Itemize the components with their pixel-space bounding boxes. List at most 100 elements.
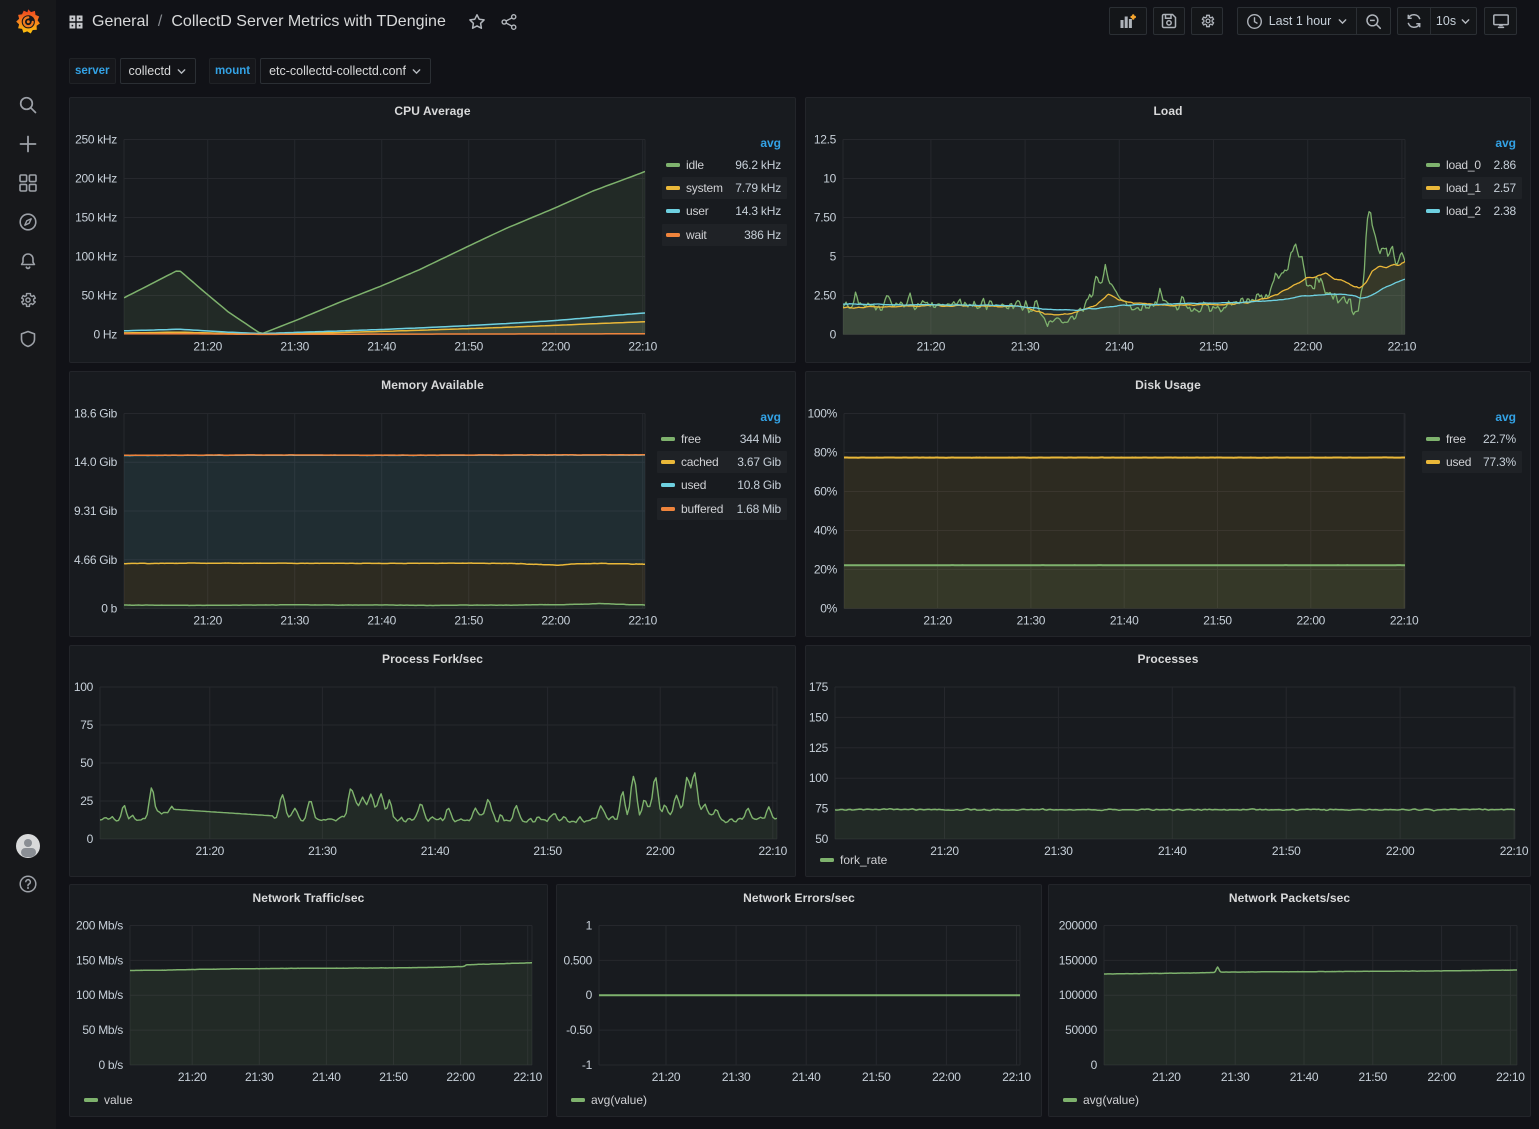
svg-text:21:40: 21:40 <box>792 1070 821 1084</box>
svg-text:21:40: 21:40 <box>1105 340 1134 354</box>
svg-text:2.50: 2.50 <box>814 289 837 303</box>
svg-text:7.50: 7.50 <box>814 211 837 225</box>
svg-text:0.500: 0.500 <box>563 953 592 967</box>
svg-text:22:00: 22:00 <box>541 340 570 354</box>
svg-text:0: 0 <box>830 328 837 342</box>
svg-text:21:20: 21:20 <box>178 1070 207 1084</box>
svg-text:21:40: 21:40 <box>367 614 396 628</box>
svg-text:1: 1 <box>586 919 593 933</box>
svg-text:21:40: 21:40 <box>367 340 396 354</box>
svg-text:22:10: 22:10 <box>759 844 788 858</box>
svg-text:21:40: 21:40 <box>1110 614 1139 628</box>
svg-text:21:50: 21:50 <box>454 614 483 628</box>
svg-text:21:20: 21:20 <box>193 614 222 628</box>
svg-text:21:30: 21:30 <box>280 340 309 354</box>
svg-text:21:50: 21:50 <box>379 1070 408 1084</box>
svg-text:100%: 100% <box>808 407 838 421</box>
svg-text:60%: 60% <box>814 485 838 499</box>
svg-text:18.6 Gib: 18.6 Gib <box>74 407 118 421</box>
svg-text:22:00: 22:00 <box>446 1070 475 1084</box>
svg-text:150 kHz: 150 kHz <box>75 211 117 225</box>
svg-text:22:10: 22:10 <box>1500 844 1529 858</box>
svg-text:22:10: 22:10 <box>628 340 657 354</box>
svg-text:100 Mb/s: 100 Mb/s <box>76 988 123 1002</box>
svg-text:22:00: 22:00 <box>932 1070 961 1084</box>
svg-text:10: 10 <box>823 172 836 186</box>
svg-text:0: 0 <box>586 988 593 1002</box>
svg-text:9.31 Gib: 9.31 Gib <box>74 504 118 518</box>
svg-text:50000: 50000 <box>1065 1023 1097 1037</box>
svg-text:21:30: 21:30 <box>1011 340 1040 354</box>
svg-text:21:30: 21:30 <box>1044 844 1073 858</box>
svg-text:0: 0 <box>1091 1058 1098 1072</box>
svg-text:22:10: 22:10 <box>1496 1070 1525 1084</box>
svg-text:21:50: 21:50 <box>1203 614 1232 628</box>
svg-text:21:50: 21:50 <box>1272 844 1301 858</box>
svg-text:22:00: 22:00 <box>1293 340 1322 354</box>
svg-text:-0.50: -0.50 <box>566 1023 592 1037</box>
svg-text:200 kHz: 200 kHz <box>75 172 117 186</box>
svg-text:21:30: 21:30 <box>308 844 337 858</box>
svg-text:12.5: 12.5 <box>814 133 837 147</box>
svg-text:22:00: 22:00 <box>1427 1070 1456 1084</box>
svg-text:21:30: 21:30 <box>1221 1070 1250 1084</box>
svg-text:0%: 0% <box>820 602 837 616</box>
svg-text:5: 5 <box>830 250 837 264</box>
svg-text:14.0 Gib: 14.0 Gib <box>74 455 118 469</box>
svg-text:25: 25 <box>80 794 93 808</box>
svg-text:21:40: 21:40 <box>312 1070 341 1084</box>
svg-text:250 kHz: 250 kHz <box>75 133 117 147</box>
svg-text:50: 50 <box>80 756 93 770</box>
svg-text:100 kHz: 100 kHz <box>75 250 117 264</box>
svg-text:22:00: 22:00 <box>541 614 570 628</box>
svg-text:21:20: 21:20 <box>193 340 222 354</box>
svg-text:-1: -1 <box>582 1058 593 1072</box>
svg-text:22:10: 22:10 <box>1388 340 1417 354</box>
svg-text:21:50: 21:50 <box>454 340 483 354</box>
svg-text:50 kHz: 50 kHz <box>81 289 117 303</box>
svg-text:21:40: 21:40 <box>1290 1070 1319 1084</box>
svg-text:0: 0 <box>87 832 94 846</box>
svg-text:21:20: 21:20 <box>196 844 225 858</box>
svg-text:75: 75 <box>815 802 828 816</box>
svg-text:22:10: 22:10 <box>628 614 657 628</box>
svg-text:21:20: 21:20 <box>652 1070 681 1084</box>
svg-text:200 Mb/s: 200 Mb/s <box>76 919 123 933</box>
svg-text:200000: 200000 <box>1059 919 1098 933</box>
svg-text:0 b: 0 b <box>101 602 117 616</box>
svg-text:22:00: 22:00 <box>646 844 675 858</box>
svg-text:175: 175 <box>809 680 829 694</box>
svg-text:22:00: 22:00 <box>1297 614 1326 628</box>
svg-text:20%: 20% <box>814 563 838 577</box>
svg-text:21:20: 21:20 <box>930 844 959 858</box>
svg-text:100: 100 <box>74 680 94 694</box>
svg-text:40%: 40% <box>814 524 838 538</box>
svg-text:21:40: 21:40 <box>421 844 450 858</box>
svg-text:21:30: 21:30 <box>1017 614 1046 628</box>
svg-text:22:00: 22:00 <box>1386 844 1415 858</box>
svg-text:22:10: 22:10 <box>513 1070 542 1084</box>
svg-text:100000: 100000 <box>1059 988 1098 1002</box>
svg-text:150000: 150000 <box>1059 953 1098 967</box>
svg-text:21:30: 21:30 <box>722 1070 751 1084</box>
svg-text:0 b/s: 0 b/s <box>98 1058 123 1072</box>
svg-text:100: 100 <box>809 771 829 785</box>
svg-text:21:20: 21:20 <box>923 614 952 628</box>
svg-text:21:50: 21:50 <box>533 844 562 858</box>
svg-text:22:10: 22:10 <box>1002 1070 1031 1084</box>
svg-text:22:10: 22:10 <box>1390 614 1419 628</box>
svg-text:125: 125 <box>809 741 829 755</box>
svg-text:21:50: 21:50 <box>1359 1070 1388 1084</box>
svg-text:80%: 80% <box>814 446 838 460</box>
svg-text:50 Mb/s: 50 Mb/s <box>82 1023 123 1037</box>
svg-text:21:50: 21:50 <box>862 1070 891 1084</box>
svg-text:150: 150 <box>809 710 829 724</box>
svg-text:21:50: 21:50 <box>1199 340 1228 354</box>
svg-text:21:30: 21:30 <box>245 1070 274 1084</box>
svg-text:4.66 Gib: 4.66 Gib <box>74 553 118 567</box>
svg-text:0 Hz: 0 Hz <box>94 328 118 342</box>
svg-text:21:40: 21:40 <box>1158 844 1187 858</box>
svg-text:50: 50 <box>815 832 828 846</box>
svg-text:150 Mb/s: 150 Mb/s <box>76 953 123 967</box>
svg-text:21:20: 21:20 <box>917 340 946 354</box>
